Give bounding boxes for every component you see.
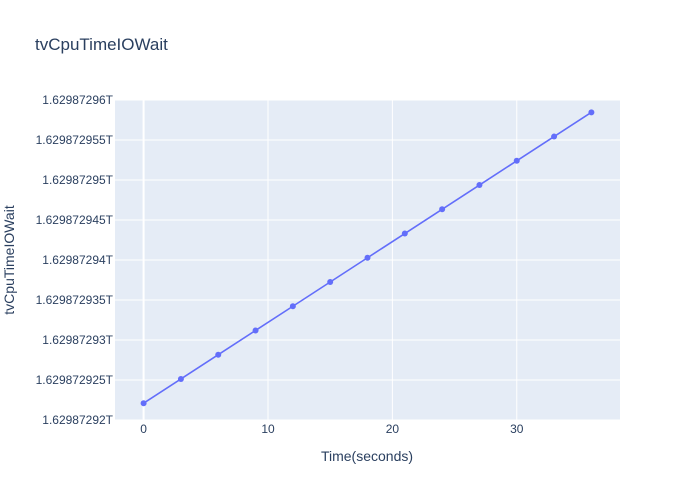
chart-title: tvCpuTimeIOWait xyxy=(35,35,168,54)
x-tick-label: 30 xyxy=(510,422,524,436)
data-point xyxy=(140,400,147,407)
x-tick-label: 20 xyxy=(386,422,400,436)
data-point xyxy=(401,230,408,237)
y-axis-ticks: 1.62987292T 1.629872925T 1.62987293T 1.6298… xyxy=(36,93,114,427)
data-point xyxy=(551,133,558,140)
y-gridlines xyxy=(115,99,620,421)
y-axis-title: tvCpuTimeIOWait xyxy=(1,205,17,315)
y-tick-label: 1.629872935T xyxy=(36,293,114,307)
y-tick-label: 1.629872945T xyxy=(36,213,114,227)
x-axis-ticks: 0 10 20 30 xyxy=(140,422,523,436)
data-point xyxy=(588,109,595,116)
data-point xyxy=(215,351,222,358)
y-tick-label: 1.62987296T xyxy=(42,93,113,107)
x-gridlines xyxy=(142,100,518,420)
x-axis-title: Time(seconds) xyxy=(321,448,413,464)
y-tick-label: 1.62987295T xyxy=(42,173,113,187)
data-point xyxy=(364,254,371,261)
series-group xyxy=(140,109,595,407)
y-tick-label: 1.629872925T xyxy=(36,373,114,387)
data-point xyxy=(177,375,184,382)
data-point xyxy=(327,279,334,285)
data-point xyxy=(439,206,446,213)
y-tick-label: 1.62987293T xyxy=(42,333,113,347)
data-point xyxy=(476,182,483,189)
y-tick-label: 1.62987292T xyxy=(42,413,113,427)
data-point xyxy=(513,157,520,164)
x-tick-label: 0 xyxy=(140,422,147,436)
y-tick-label: 1.629872955T xyxy=(36,133,114,147)
data-point xyxy=(252,327,259,334)
data-point xyxy=(289,303,296,310)
x-tick-label: 10 xyxy=(261,422,275,436)
y-tick-label: 1.62987294T xyxy=(42,253,113,267)
